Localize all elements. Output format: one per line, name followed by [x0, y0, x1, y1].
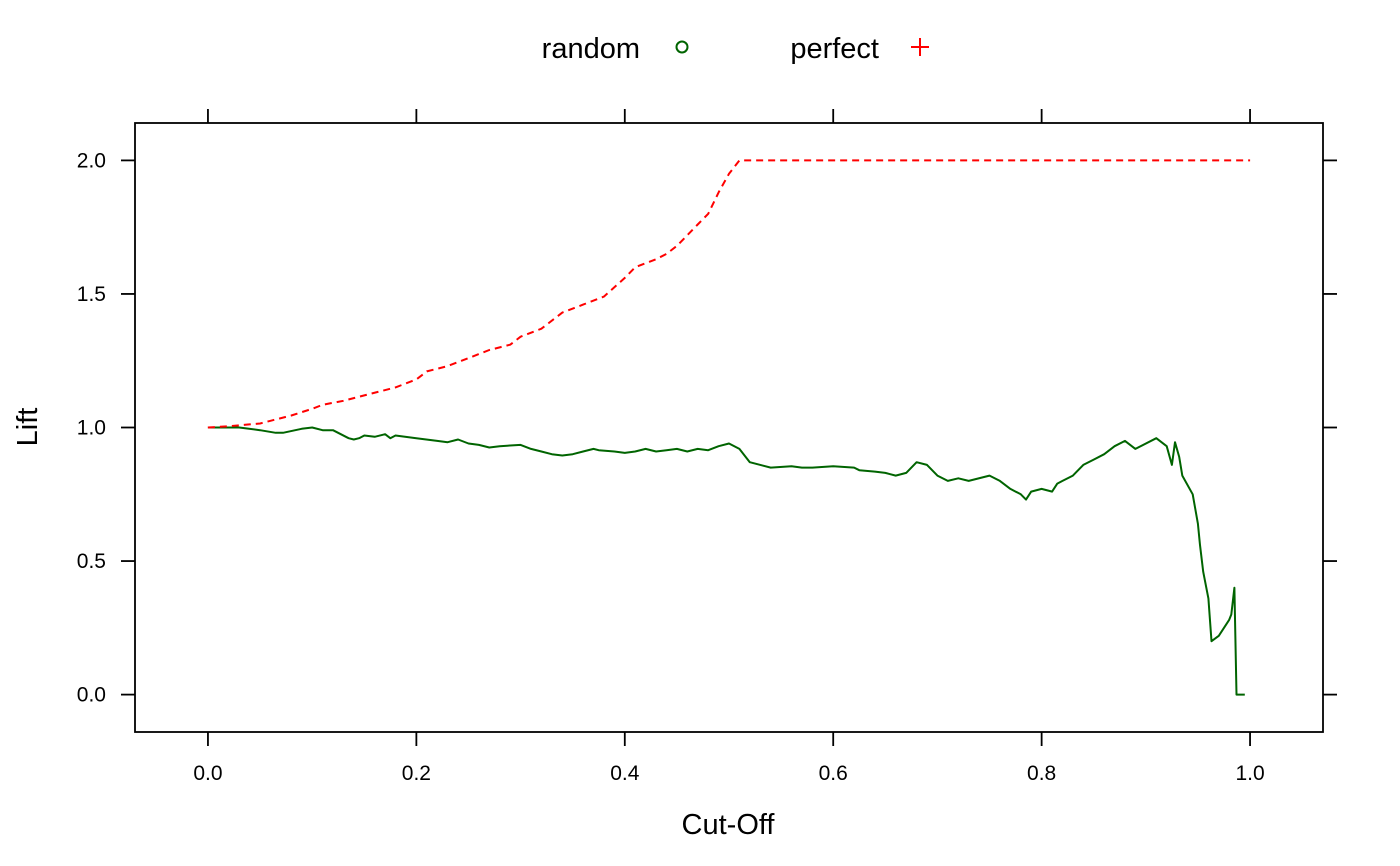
- y-tick-label: 1.0: [77, 417, 106, 440]
- x-tick-label: 0.4: [610, 762, 640, 785]
- legend-label-perfect: perfect: [790, 33, 879, 65]
- axis-ticks: [121, 109, 1337, 746]
- axis-tick-labels: 0.0 0.2 0.4 0.6 0.8 1.0 0.0 0.5 1.0 1.5 2.0: [77, 149, 1265, 785]
- legend-marker-random: [675, 40, 689, 54]
- x-tick-label: 0.6: [819, 762, 848, 785]
- series-line-perfect: [207, 159, 1251, 429]
- y-axis-label: Lift: [12, 408, 44, 447]
- legend-label-random: random: [542, 33, 640, 65]
- x-axis-label: Cut-Off: [682, 809, 776, 841]
- x-tick-label: 0.0: [193, 762, 222, 785]
- legend-marker-perfect: [911, 38, 929, 56]
- y-tick-label: 2.0: [77, 149, 106, 172]
- y-tick-label: 1.5: [77, 283, 106, 306]
- x-tick-label: 0.2: [402, 762, 431, 785]
- legend: random perfect: [542, 33, 929, 65]
- y-tick-label: 0.5: [77, 550, 106, 573]
- series-lines: [207, 159, 1251, 696]
- x-tick-label: 1.0: [1235, 762, 1264, 785]
- series-line-random: [207, 426, 1245, 696]
- x-tick-label: 0.8: [1027, 762, 1056, 785]
- y-tick-label: 0.0: [77, 684, 106, 707]
